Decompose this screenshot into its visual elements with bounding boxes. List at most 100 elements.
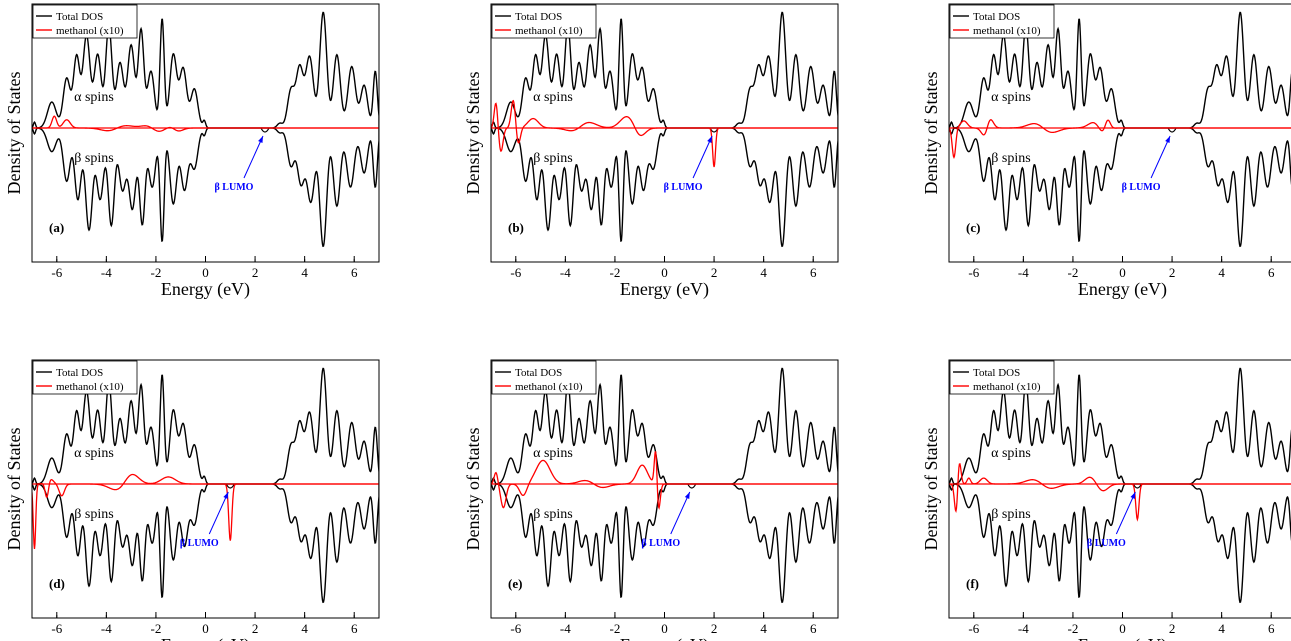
legend-label: Total DOS <box>56 367 103 379</box>
beta-lumo-label: β LUMO <box>180 538 219 549</box>
x-tick-label: 2 <box>1169 621 1176 636</box>
legend-label: Total DOS <box>973 11 1020 23</box>
beta-lumo-arrow <box>692 135 713 179</box>
x-tick-label: 0 <box>202 265 209 280</box>
alpha-spins-label: α spins <box>74 446 114 461</box>
x-axis-label: Energy (eV) <box>620 279 709 300</box>
plot-area <box>32 367 379 604</box>
x-tick-label: 0 <box>661 265 668 280</box>
dos-panel-2: -6 -4 -2 0 2 4 6 Energy (eV) Density of States To… <box>463 3 839 300</box>
alpha-spins-label: α spins <box>991 446 1031 461</box>
beta-spins-label: β spins <box>991 507 1030 522</box>
legend-label: methanol (x10) <box>56 381 124 393</box>
alpha-spins-label: α spins <box>533 90 573 105</box>
beta-lumo-label: β LUMO <box>1122 182 1161 193</box>
x-tick-label: 0 <box>202 621 209 636</box>
legend: Total DOS methanol (x10) <box>949 4 1055 39</box>
plot-frame <box>948 3 1291 263</box>
legend-box <box>491 360 597 395</box>
x-tick-label: -2 <box>1068 621 1079 636</box>
x-tick-label: 2 <box>252 621 259 636</box>
total-dos-lumo-state <box>687 483 697 489</box>
x-tick-label: -4 <box>101 621 112 636</box>
x-tick-label: 4 <box>301 265 308 280</box>
alpha-spins-label: α spins <box>74 90 114 105</box>
x-tick-label: 6 <box>810 621 817 636</box>
total-dos-line <box>949 367 1291 604</box>
beta-spins-label: β spins <box>991 151 1030 166</box>
dos-panel-5: -6 -4 -2 0 2 4 6 Energy (eV) Density of States To… <box>463 359 839 641</box>
legend: Total DOS methanol (x10) <box>491 4 597 39</box>
x-tick-label: -2 <box>610 621 621 636</box>
plot-frame <box>948 359 1291 619</box>
beta-lumo-arrow <box>670 491 691 535</box>
legend-box <box>949 4 1055 39</box>
total-dos-line <box>949 11 1291 248</box>
x-tick-label: 6 <box>351 265 358 280</box>
panel-label: (d) <box>49 576 65 591</box>
x-tick-label: 4 <box>760 621 767 636</box>
dos-panel-4: -6 -4 -2 0 2 4 6 Energy (eV) Density of States To… <box>4 359 380 641</box>
panel-label: (e) <box>508 576 522 591</box>
x-tick-label: 4 <box>1218 621 1225 636</box>
legend-label: methanol (x10) <box>515 381 583 393</box>
beta-spins-label: β spins <box>74 151 113 166</box>
dos-panel-3: -6 -4 -2 0 2 4 6 Energy (eV) Density of States To… <box>921 3 1291 300</box>
x-tick-label: 6 <box>1268 621 1275 636</box>
x-axis-label: Energy (eV) <box>161 635 250 641</box>
total-dos-lumo-state <box>260 127 270 133</box>
beta-lumo-arrow <box>1150 135 1171 179</box>
beta-lumo-arrow <box>243 135 264 179</box>
beta-lumo-arrowhead <box>684 492 690 499</box>
x-axis-label: Energy (eV) <box>161 279 250 300</box>
plot-area <box>949 11 1291 248</box>
beta-spins-label: β spins <box>533 151 572 166</box>
x-tick-label: -6 <box>51 265 62 280</box>
legend-label: Total DOS <box>515 11 562 23</box>
legend-label: methanol (x10) <box>515 25 583 37</box>
x-tick-label: -4 <box>1018 621 1029 636</box>
x-axis-label: Energy (eV) <box>1078 279 1167 300</box>
beta-lumo-arrowhead <box>223 492 229 499</box>
y-axis-label: Density of States <box>463 72 483 195</box>
dos-panel-6: -6 -4 -2 0 2 4 6 Energy (eV) Density of States To… <box>921 359 1291 641</box>
dos-panel-1: -6 -4 -2 0 2 4 6 Energy (eV) Density of States To… <box>4 3 380 300</box>
beta-lumo-arrowhead <box>707 136 713 143</box>
total-dos-lumo-state <box>225 483 235 489</box>
beta-lumo-arrowhead <box>258 136 263 143</box>
x-tick-label: 2 <box>711 265 718 280</box>
legend-label: methanol (x10) <box>973 25 1041 37</box>
total-dos-line <box>491 11 838 248</box>
x-tick-label: -6 <box>968 621 979 636</box>
plot-area <box>32 11 379 248</box>
legend-label: Total DOS <box>515 367 562 379</box>
y-axis-label: Density of States <box>921 72 941 195</box>
plot-area <box>949 367 1291 604</box>
plot-area <box>491 11 838 248</box>
x-tick-label: -4 <box>101 265 112 280</box>
legend-label: Total DOS <box>56 11 103 23</box>
legend: Total DOS methanol (x10) <box>491 360 597 395</box>
x-tick-label: 4 <box>1218 265 1225 280</box>
y-axis-label: Density of States <box>921 428 941 551</box>
x-tick-label: 4 <box>760 265 767 280</box>
x-tick-label: 2 <box>252 265 259 280</box>
x-tick-label: 4 <box>301 621 308 636</box>
y-axis-label: Density of States <box>4 72 24 195</box>
x-tick-label: 2 <box>711 621 718 636</box>
x-tick-label: -6 <box>968 265 979 280</box>
beta-lumo-label: β LUMO <box>641 538 680 549</box>
beta-spins-label: β spins <box>533 507 572 522</box>
beta-lumo-arrowhead <box>1165 136 1171 143</box>
beta-lumo-arrow <box>1115 491 1136 535</box>
panel-label: (c) <box>966 220 980 235</box>
alpha-spins-label: α spins <box>533 446 573 461</box>
x-tick-label: 6 <box>1268 265 1275 280</box>
x-tick-label: 6 <box>810 265 817 280</box>
x-tick-label: -2 <box>151 265 162 280</box>
total-dos-line <box>32 11 379 248</box>
total-dos-lumo-state <box>1167 127 1177 133</box>
legend-label: methanol (x10) <box>56 25 124 37</box>
total-dos-lumo-state <box>1132 483 1142 489</box>
